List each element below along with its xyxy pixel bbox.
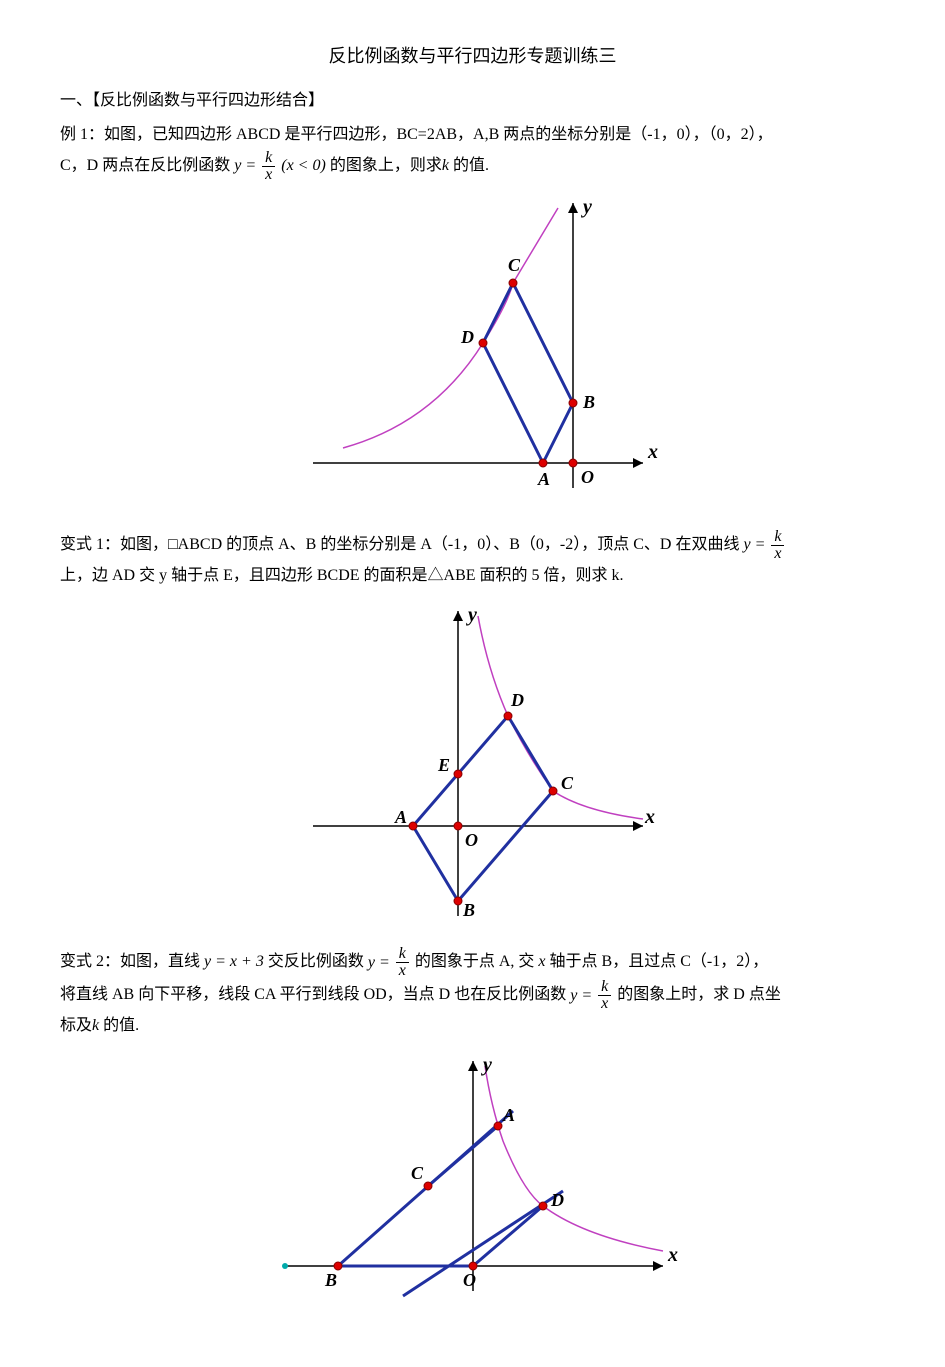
svg-text:y: y (481, 1054, 492, 1076)
svg-text:A: A (394, 807, 407, 827)
svg-text:y: y (581, 196, 592, 218)
ex1-l2a: C，D 两点在反比例函数 (60, 157, 234, 174)
ex1-formula: y = kx (x < 0) (234, 157, 330, 174)
variant-2: 变式 2：如图，直线 y = x + 3 交反比例函数 y = kx 的图象于点… (60, 946, 885, 1041)
svg-text:D: D (510, 690, 524, 710)
svg-text:x: x (667, 1244, 678, 1266)
svg-text:y: y (466, 604, 477, 626)
var2-hyp2: y = kx (570, 987, 617, 1004)
svg-text:O: O (465, 830, 478, 850)
var2-l2b: 的图象上时，求 D 点坐 (617, 987, 781, 1004)
var2-l3a: 标及 (60, 1017, 92, 1034)
svg-text:D: D (550, 1190, 564, 1210)
var1-formula: y = kx (743, 536, 786, 553)
var2-line-eq: y = x + 3 (204, 954, 264, 971)
var2-hyp1: y = kx (368, 954, 415, 971)
ex1-l2c: 的值. (449, 157, 489, 174)
example-1: 例 1：如图，已知四边形 ABCD 是平行四边形，BC=2AB，A,B 两点的坐… (60, 121, 885, 183)
svg-text:E: E (437, 755, 450, 775)
doc-title: 反比例函数与平行四边形专题训练三 (60, 40, 885, 72)
var2-l3b: 的值. (99, 1017, 139, 1034)
svg-text:C: C (411, 1163, 424, 1183)
figure-2: A B C D E O x y (60, 601, 885, 932)
svg-text:B: B (582, 392, 595, 412)
var1-l2: 上，边 AD 交 y 轴于点 E，且四边形 BCDE 的面积是△ABE 面积的 … (60, 562, 885, 591)
var1-l1: 变式 1：如图，□ABCD 的顶点 A、B 的坐标分别是 A（-1，0）、B（0… (60, 536, 743, 553)
svg-text:x: x (647, 441, 658, 463)
figure-1: A B C D O x y (60, 193, 885, 514)
svg-text:B: B (324, 1270, 337, 1290)
var2-l1d: 轴于点 B，且过点 C（-1，2）， (550, 954, 769, 971)
figure-3: A B C D O x y (60, 1051, 885, 1312)
svg-text:C: C (561, 773, 574, 793)
ex1-k: k (442, 157, 449, 174)
svg-text:C: C (508, 255, 521, 275)
svg-text:O: O (463, 1270, 476, 1290)
section-heading: 一、【反比例函数与平行四边形结合】 (60, 87, 885, 116)
svg-text:O: O (581, 467, 594, 487)
variant-1: 变式 1：如图，□ABCD 的顶点 A、B 的坐标分别是 A（-1，0）、B（0… (60, 529, 885, 591)
svg-text:A: A (502, 1105, 515, 1125)
var2-l2a: 将直线 AB 向下平移，线段 CA 平行到线段 OD，当点 D 也在反比例函数 (60, 987, 570, 1004)
svg-text:D: D (460, 327, 474, 347)
var2-l1c: 的图象于点 A, 交 (415, 954, 535, 971)
var2-xaxis: x (538, 954, 545, 971)
svg-text:x: x (644, 806, 655, 828)
var2-l1b: 交反比例函数 (268, 954, 368, 971)
var2-l1a: 变式 2：如图，直线 (60, 954, 204, 971)
svg-text:A: A (537, 469, 550, 489)
ex1-l2b: 的图象上，则求 (330, 157, 442, 174)
svg-text:B: B (462, 900, 475, 920)
ex1-line1: 例 1：如图，已知四边形 ABCD 是平行四边形，BC=2AB，A,B 两点的坐… (60, 126, 773, 143)
